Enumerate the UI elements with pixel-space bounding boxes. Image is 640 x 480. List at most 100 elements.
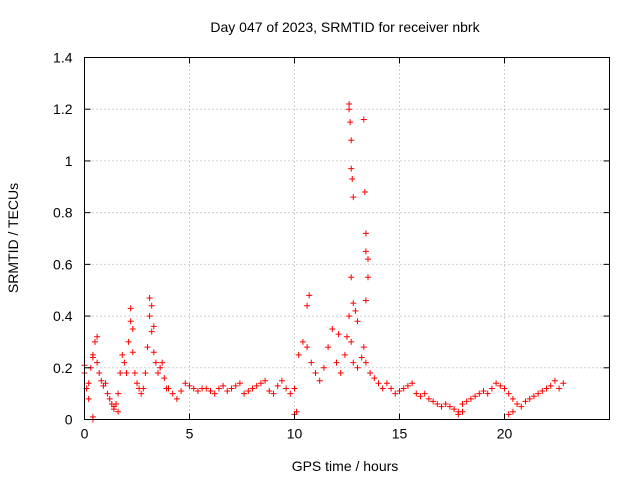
data-point <box>451 406 458 413</box>
data-point <box>346 106 353 113</box>
data-point <box>266 388 273 395</box>
data-point <box>316 377 323 384</box>
x-tick-label: 10 <box>287 426 303 442</box>
x-tick-label: 0 <box>81 426 89 442</box>
data-point <box>396 388 403 395</box>
data-point <box>463 398 470 405</box>
data-point <box>157 364 164 371</box>
data-point <box>522 398 529 405</box>
data-point <box>92 338 98 345</box>
data-point <box>308 359 315 366</box>
data-point <box>348 274 355 281</box>
y-tick-label: 1 <box>65 153 73 169</box>
data-point <box>215 385 222 392</box>
data-point <box>358 354 365 361</box>
data-point <box>446 403 453 410</box>
data-point <box>484 390 491 397</box>
data-point <box>102 380 109 387</box>
data-point <box>169 390 176 397</box>
data-point <box>129 349 136 356</box>
y-tick-label: 0.6 <box>53 256 73 272</box>
data-point <box>434 400 441 407</box>
data-point <box>150 323 157 330</box>
data-point <box>360 344 367 351</box>
data-point <box>556 385 563 392</box>
data-point <box>146 294 153 301</box>
data-point <box>547 382 554 389</box>
data-point <box>493 380 500 387</box>
data-point <box>383 380 390 387</box>
data-point <box>341 351 348 358</box>
data-point <box>159 359 166 366</box>
axis-ticks <box>84 57 610 420</box>
data-point <box>98 377 105 384</box>
data-point <box>249 385 256 392</box>
data-point <box>455 411 462 418</box>
data-point <box>182 380 189 387</box>
data-point <box>155 369 161 376</box>
data-point <box>335 331 342 338</box>
data-point <box>371 375 378 382</box>
data-point <box>505 390 512 397</box>
data-point <box>89 413 96 420</box>
data-point <box>291 385 298 392</box>
data-point <box>194 388 201 395</box>
data-point <box>85 380 92 387</box>
data-point <box>207 388 214 395</box>
data-point <box>304 344 311 351</box>
data-point <box>94 359 101 366</box>
data-point <box>312 369 319 376</box>
data-point <box>232 382 239 389</box>
data-point <box>89 351 96 358</box>
data-point <box>347 119 354 126</box>
y-tick-label: 0.2 <box>53 360 73 376</box>
data-point <box>241 390 248 397</box>
data-point <box>134 380 140 387</box>
data-point <box>150 349 157 356</box>
y-tick-label: 0.4 <box>53 308 73 324</box>
data-point <box>333 359 340 366</box>
y-axis-title: SRMTID / TECUs <box>5 183 21 293</box>
data-point <box>535 390 542 397</box>
data-point <box>173 395 180 402</box>
data-point <box>348 338 355 345</box>
x-tick-label: 20 <box>497 426 513 442</box>
data-point <box>362 230 369 237</box>
data-point <box>362 297 369 304</box>
data-point <box>236 380 243 387</box>
x-tick-label: 15 <box>392 426 408 442</box>
data-point <box>360 116 367 123</box>
data-point <box>140 385 147 392</box>
data-point <box>220 382 227 389</box>
data-point <box>127 318 134 325</box>
data-point <box>178 388 185 395</box>
data-point <box>144 344 151 351</box>
data-point <box>388 385 395 392</box>
data-point <box>459 400 466 407</box>
data-point <box>348 165 355 172</box>
data-point <box>365 256 371 263</box>
data-point <box>138 390 145 397</box>
data-point <box>518 403 525 410</box>
data-point <box>142 369 149 376</box>
data-point <box>344 333 350 340</box>
data-point <box>85 395 92 402</box>
data-point <box>299 338 306 345</box>
data-point <box>362 359 369 366</box>
data-point <box>152 359 159 366</box>
data-point <box>560 380 567 387</box>
data-point <box>349 176 356 183</box>
data-point <box>350 359 357 366</box>
data-point <box>257 380 264 387</box>
data-point <box>472 393 479 400</box>
data-point <box>539 388 546 395</box>
data-point <box>404 382 411 389</box>
data-point <box>459 408 466 415</box>
data-point <box>115 390 122 397</box>
data-point <box>379 385 386 392</box>
data-point <box>148 328 155 335</box>
data-point <box>295 351 302 358</box>
data-point <box>306 292 313 299</box>
data-point <box>530 393 537 400</box>
data-point <box>203 385 210 392</box>
